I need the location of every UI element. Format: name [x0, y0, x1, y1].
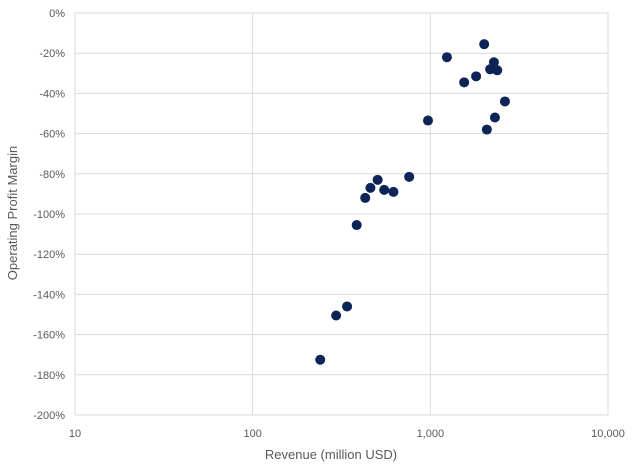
data-point: [315, 354, 326, 365]
y-tick-label: -180%: [33, 370, 65, 382]
x-tick-label: 10,000: [591, 428, 625, 440]
x-tick-label: 10: [69, 428, 81, 440]
data-point: [492, 65, 503, 76]
data-point: [342, 301, 353, 312]
y-tick-label: -160%: [33, 330, 65, 342]
data-point: [471, 71, 482, 82]
y-tick-label: -80%: [39, 169, 65, 181]
data-point: [479, 39, 490, 50]
data-point: [481, 124, 492, 135]
data-point: [351, 220, 362, 231]
y-axis-title: Operating Profit Margin: [5, 146, 20, 280]
data-point: [459, 77, 470, 88]
data-point: [404, 171, 415, 182]
x-tick-label: 1,000: [417, 428, 445, 440]
data-point: [422, 115, 433, 126]
x-axis-title: Revenue (million USD): [265, 447, 397, 462]
y-tick-label: -60%: [39, 129, 65, 141]
data-point: [331, 310, 342, 321]
y-axis-ticks: 0% -20% -40% -60% -80% -100% -120% -140% -160% -1…: [33, 8, 65, 422]
data-point: [441, 52, 452, 63]
y-tick-label: -120%: [33, 249, 65, 261]
y-tick-label: -100%: [33, 209, 65, 221]
y-tick-label: -40%: [39, 88, 65, 100]
data-point: [379, 184, 390, 195]
y-tick-label: -200%: [33, 410, 65, 422]
data-point: [360, 192, 371, 203]
data-point: [365, 182, 376, 193]
data-point: [489, 112, 500, 123]
y-tick-label: 0%: [49, 8, 65, 20]
data-point: [499, 96, 510, 107]
y-tick-label: -140%: [33, 289, 65, 301]
data-point: [388, 186, 399, 197]
gridlines: [74, 12, 609, 416]
data-points: [315, 39, 510, 365]
x-axis-ticks: 10 100 1,000 10,000: [69, 428, 625, 440]
y-tick-label: -20%: [39, 48, 65, 60]
x-tick-label: 100: [243, 428, 261, 440]
data-point: [372, 174, 383, 185]
